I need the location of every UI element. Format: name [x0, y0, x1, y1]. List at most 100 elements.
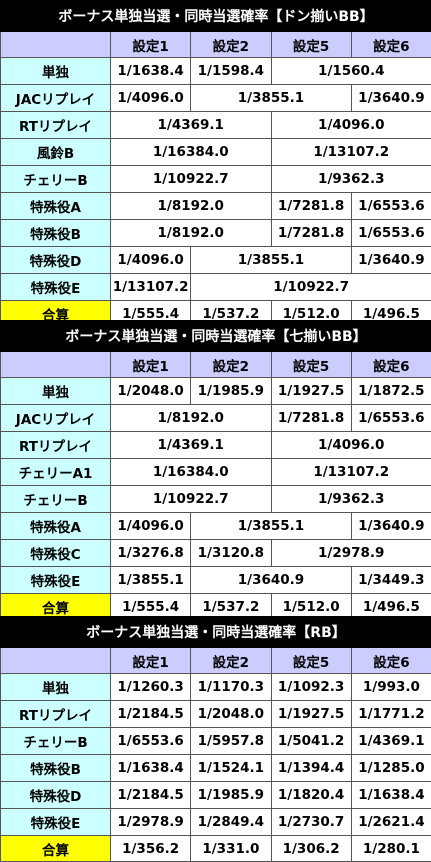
- probability-cell: 1/10922.7: [111, 486, 272, 513]
- probability-cell: 1/1170.3: [191, 674, 271, 701]
- row-label: 特殊役C: [1, 540, 111, 567]
- probability-cell: 1/1524.1: [191, 755, 271, 782]
- row-label: 特殊役E: [1, 567, 111, 594]
- row-label: RTリプレイ: [1, 112, 111, 139]
- setting-header: 設定5: [271, 648, 351, 674]
- row-label: 風鈴B: [1, 139, 111, 166]
- setting-header: 設定5: [271, 32, 351, 58]
- probability-cell: 1/8192.0: [111, 405, 272, 432]
- probability-cell: 1/1638.4: [111, 58, 191, 85]
- probability-cell: 1/9362.3: [271, 166, 431, 193]
- probability-cell: 1/1285.0: [351, 755, 431, 782]
- row-label: 単独: [1, 674, 111, 701]
- probability-cell: 1/2184.5: [111, 782, 191, 809]
- probability-cell: 1/4369.1: [351, 728, 431, 755]
- probability-cell: 1/356.2: [111, 836, 191, 862]
- probability-cell: 1/1598.4: [191, 58, 271, 85]
- probability-cell: 1/2048.0: [191, 701, 271, 728]
- probability-cell: 1/16384.0: [111, 139, 272, 166]
- row-label: JACリプレイ: [1, 85, 111, 112]
- probability-cell: 1/2978.9: [271, 540, 431, 567]
- probability-cell: 1/4096.0: [271, 112, 431, 139]
- row-label: 特殊役A: [1, 193, 111, 220]
- probability-cell: 1/6553.6: [111, 728, 191, 755]
- setting-header: 設定1: [111, 352, 191, 378]
- probability-cell: 1/1092.3: [271, 674, 351, 701]
- probability-cell: 1/10922.7: [191, 274, 431, 301]
- probability-cell: 1/1260.3: [111, 674, 191, 701]
- probability-cell: 1/4096.0: [111, 247, 191, 274]
- row-label: 特殊役E: [1, 274, 111, 301]
- row-label: 特殊役D: [1, 782, 111, 809]
- setting-header: 設定1: [111, 648, 191, 674]
- setting-header: 設定1: [111, 32, 191, 58]
- probability-cell: 1/4369.1: [111, 432, 272, 459]
- setting-header: 設定2: [191, 648, 271, 674]
- row-label: RTリプレイ: [1, 701, 111, 728]
- probability-cell: 1/16384.0: [111, 459, 272, 486]
- probability-cell: 1/3855.1: [111, 567, 191, 594]
- probability-cell: 1/2184.5: [111, 701, 191, 728]
- probability-cell: 1/8192.0: [111, 220, 272, 247]
- probability-cell: 1/8192.0: [111, 193, 272, 220]
- setting-header: 設定2: [191, 32, 271, 58]
- probability-cell: 1/2849.4: [191, 809, 271, 836]
- section-title: ボーナス単独当選・同時当選確率【ドン揃いBB】: [1, 1, 431, 32]
- probability-cell: 1/13107.2: [111, 274, 191, 301]
- probability-cell: 1/1820.4: [271, 782, 351, 809]
- probability-cell: 1/1638.4: [351, 782, 431, 809]
- probability-cell: 1/3640.9: [351, 247, 431, 274]
- probability-cell: 1/1638.4: [111, 755, 191, 782]
- row-label: チェリーA1: [1, 459, 111, 486]
- probability-cell: 1/5957.8: [191, 728, 271, 755]
- section-title: ボーナス単独当選・同時当選確率【七揃いBB】: [1, 321, 431, 352]
- probability-cell: 1/3640.9: [191, 567, 352, 594]
- probability-cell: 1/4096.0: [111, 85, 191, 112]
- probability-cell: 1/1985.9: [191, 782, 271, 809]
- row-label: 特殊役E: [1, 809, 111, 836]
- row-label: RTリプレイ: [1, 432, 111, 459]
- row-label: チェリーB: [1, 166, 111, 193]
- probability-cell: 1/2048.0: [111, 378, 191, 405]
- probability-cell: 1/4369.1: [111, 112, 272, 139]
- probability-cell: 1/993.0: [351, 674, 431, 701]
- row-label: チェリーB: [1, 728, 111, 755]
- probability-cell: 1/4096.0: [271, 432, 431, 459]
- probability-cell: 1/1394.4: [271, 755, 351, 782]
- probability-cell: 1/13107.2: [271, 139, 431, 166]
- probability-cell: 1/7281.8: [271, 220, 351, 247]
- row-label: チェリーB: [1, 486, 111, 513]
- probability-cell: 1/1927.5: [271, 378, 351, 405]
- probability-cell: 1/306.2: [271, 836, 351, 862]
- probability-cell: 1/1560.4: [271, 58, 431, 85]
- probability-cell: 1/3276.8: [111, 540, 191, 567]
- header-corner: [1, 352, 111, 378]
- total-label: 合算: [1, 836, 111, 862]
- probability-cell: 1/331.0: [191, 836, 271, 862]
- row-label: 特殊役B: [1, 755, 111, 782]
- probability-cell: 1/1771.2: [351, 701, 431, 728]
- probability-cell: 1/1872.5: [351, 378, 431, 405]
- probability-cell: 1/280.1: [351, 836, 431, 862]
- probability-cell: 1/3120.8: [191, 540, 271, 567]
- probability-cell: 1/3855.1: [191, 85, 352, 112]
